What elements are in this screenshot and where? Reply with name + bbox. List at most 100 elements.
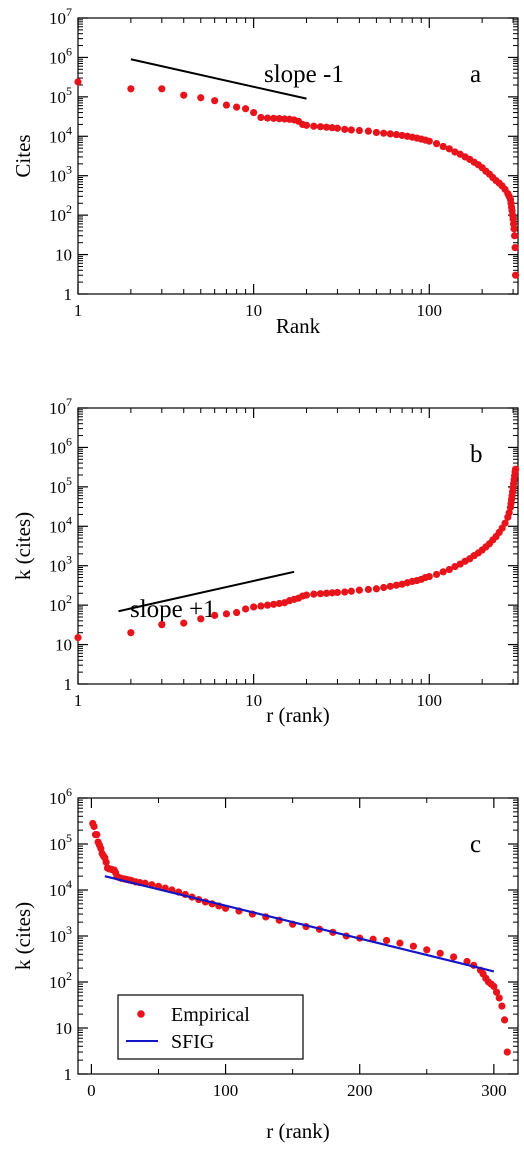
data-point [257, 113, 265, 122]
data-point [423, 946, 431, 954]
data-point [211, 97, 219, 105]
data-point [270, 600, 278, 608]
data-point [380, 129, 388, 137]
data-point [500, 1016, 509, 1024]
data-point [316, 590, 325, 598]
y-tick-label: 106 [49, 44, 72, 67]
data-point [436, 949, 444, 957]
data-point [211, 611, 219, 619]
x-tick-label: 100 [417, 301, 443, 320]
data-point [333, 124, 342, 132]
data-point [341, 588, 349, 596]
y-tick-label: 102 [49, 969, 72, 992]
data-point [364, 585, 372, 594]
data-point [503, 1048, 511, 1056]
data-point [263, 601, 272, 609]
data-point [197, 94, 205, 102]
data-point [386, 130, 394, 138]
data-point [222, 610, 231, 618]
data-point [380, 583, 388, 592]
data-point [347, 126, 355, 134]
panel-b-ticks [77, 407, 518, 685]
data-point [396, 939, 404, 947]
data-point [242, 105, 250, 113]
panel-a-ticks [77, 17, 518, 295]
data-point [328, 124, 336, 132]
data-point [263, 114, 272, 122]
data-point [490, 982, 498, 991]
data-point [180, 619, 188, 627]
x-tick-label: 0 [87, 1081, 96, 1100]
panel-c-ticks [78, 797, 518, 1075]
panel-b-reference-line [118, 570, 295, 613]
data-point [158, 621, 166, 629]
panel-b-letter: b [470, 441, 483, 468]
panel-a-frame [77, 17, 519, 295]
panel-a: 1 10 102 103 104 105 106 107 1 10 100 slope -1 a R… [11, 5, 520, 338]
data-point [495, 994, 503, 1002]
data-point [445, 145, 453, 153]
data-point [425, 572, 433, 581]
data-point [392, 131, 401, 139]
y-tick-label: 1 [64, 285, 73, 304]
panel-a-reference-line [130, 58, 307, 100]
series-line-sfig [104, 875, 495, 973]
panel-c-xlabel: r (rank) [266, 1119, 330, 1143]
data-point [158, 85, 166, 93]
panel-a-tick-labels: 1 10 102 103 104 105 106 107 1 10 100 [49, 5, 442, 320]
y-tick-label: 107 [49, 5, 72, 28]
data-point [250, 603, 258, 611]
legend-box [117, 994, 304, 1060]
y-tick-label: 10 [55, 1019, 72, 1038]
data-point [364, 127, 372, 135]
data-point [498, 1002, 506, 1010]
y-tick-label: 103 [49, 553, 72, 576]
panel-c-ylabel: k (cites) [11, 902, 35, 970]
y-tick-label: 104 [49, 513, 72, 536]
data-point [409, 942, 417, 950]
data-point [511, 271, 520, 279]
y-tick-label: 103 [49, 163, 72, 186]
data-point [355, 586, 363, 594]
data-point [322, 123, 331, 131]
data-point [392, 581, 401, 589]
data-point [222, 101, 231, 109]
data-point [302, 121, 311, 129]
data-point [102, 858, 110, 866]
data-point [355, 126, 363, 135]
data-point [197, 615, 205, 623]
panel-a-letter: a [470, 61, 481, 88]
data-point [386, 582, 394, 590]
x-tick-label: 100 [213, 1081, 239, 1100]
data-point [242, 605, 250, 613]
data-point [127, 85, 135, 93]
panel-a-reference-label: slope -1 [264, 61, 344, 88]
data-point [233, 608, 241, 617]
data-point [275, 115, 283, 123]
panel-a-xlabel: Rank [276, 314, 321, 338]
data-point [93, 831, 101, 839]
panel-b-series [74, 465, 520, 642]
data-point [302, 591, 311, 599]
y-tick-label: 106 [49, 434, 72, 457]
y-tick-label: 105 [49, 84, 72, 107]
panel-a-ylabel: Cites [11, 134, 35, 177]
x-tick-label: 200 [347, 1081, 373, 1100]
data-point [322, 589, 331, 597]
data-point [90, 822, 98, 831]
data-point [233, 103, 241, 111]
panel-b-tick-labels: 1 10 102 103 104 105 106 107 1 10 100 [49, 395, 442, 710]
x-tick-label: 10 [245, 691, 262, 710]
legend-empirical-marker [137, 1010, 145, 1018]
y-tick-label: 102 [49, 592, 72, 615]
data-point [445, 565, 453, 574]
y-tick-label: 1 [64, 675, 73, 694]
data-point [511, 244, 519, 252]
data-point [510, 225, 518, 233]
panel-b-frame [77, 407, 519, 685]
data-point [270, 114, 278, 122]
y-tick-label: 10 [55, 246, 72, 265]
y-tick-label: 106 [49, 785, 72, 808]
data-point [501, 519, 509, 527]
data-point [127, 629, 135, 637]
